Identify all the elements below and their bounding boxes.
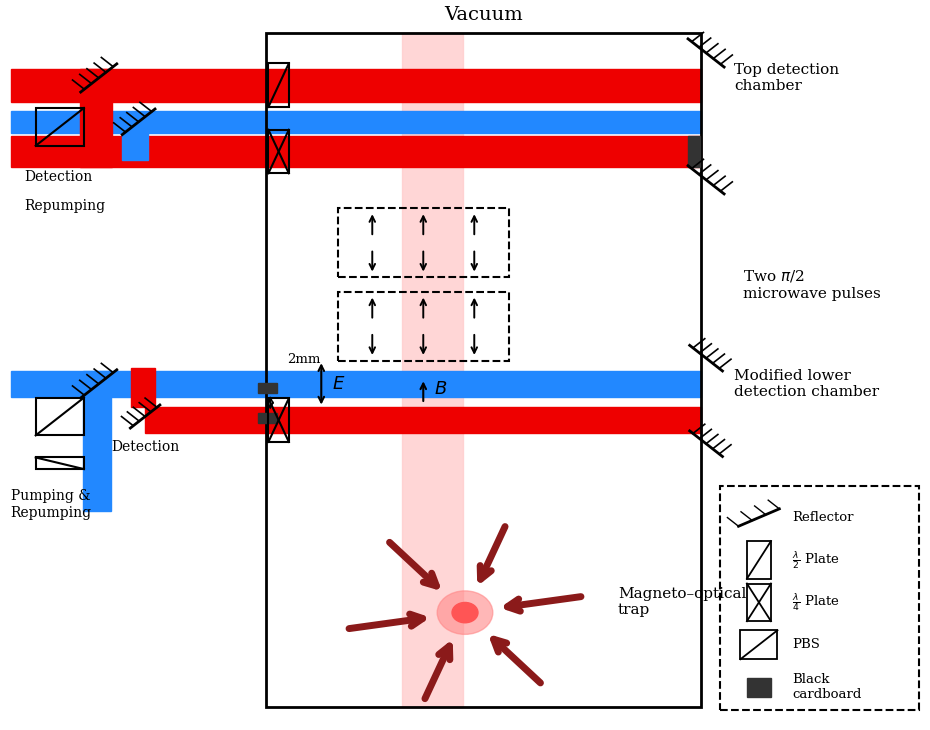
Bar: [10, 69, 701, 101]
Text: $\frac{\lambda}{2}$ Plate: $\frac{\lambda}{2}$ Plate: [792, 549, 840, 571]
Text: Modified lower
detection chamber: Modified lower detection chamber: [734, 369, 879, 399]
Bar: [338, 209, 509, 277]
Text: Two $\pi$/2
microwave pulses: Two $\pi$/2 microwave pulses: [743, 269, 881, 301]
Bar: [338, 292, 509, 361]
Bar: [35, 458, 84, 469]
Text: Detection: Detection: [24, 170, 93, 185]
Bar: [10, 137, 701, 166]
Bar: [269, 399, 289, 442]
Text: Magneto–optical
trap: Magneto–optical trap: [618, 587, 747, 617]
Bar: [747, 541, 771, 579]
Text: Top detection
chamber: Top detection chamber: [734, 63, 839, 93]
Text: Black
cardboard: Black cardboard: [792, 673, 862, 702]
Bar: [80, 69, 112, 166]
Bar: [747, 583, 771, 621]
Bar: [747, 677, 771, 696]
Bar: [145, 407, 266, 433]
Text: Reflector: Reflector: [792, 511, 854, 524]
Bar: [83, 372, 111, 511]
Bar: [266, 33, 701, 707]
Text: Detection: Detection: [111, 440, 179, 454]
Text: $E$: $E$: [332, 375, 346, 393]
Bar: [269, 64, 289, 107]
Bar: [259, 412, 277, 423]
Circle shape: [452, 602, 478, 623]
Text: Repumping: Repumping: [24, 199, 106, 213]
Bar: [740, 630, 777, 659]
Text: $B$: $B$: [434, 380, 447, 399]
Bar: [35, 108, 84, 146]
Bar: [720, 485, 920, 710]
Text: Vacuum: Vacuum: [445, 6, 523, 24]
Bar: [269, 130, 289, 173]
Bar: [266, 407, 701, 433]
Bar: [35, 398, 84, 435]
Circle shape: [437, 591, 493, 634]
Text: $\frac{\lambda}{4}$ Plate: $\frac{\lambda}{4}$ Plate: [792, 591, 840, 613]
Bar: [10, 372, 701, 396]
Bar: [131, 368, 155, 407]
Text: Pumping &
Repumping: Pumping & Repumping: [10, 489, 92, 520]
Bar: [259, 383, 277, 393]
Bar: [403, 33, 463, 707]
Bar: [687, 137, 699, 166]
Bar: [122, 126, 148, 160]
Text: 2mm: 2mm: [287, 353, 320, 366]
Bar: [10, 111, 701, 133]
Text: PBS: PBS: [792, 638, 820, 651]
